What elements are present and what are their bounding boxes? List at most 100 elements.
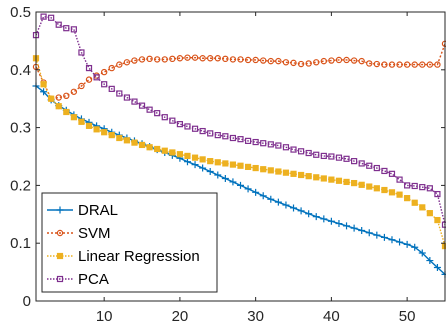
data-point-svm — [381, 61, 388, 68]
data-point-svm — [222, 55, 229, 63]
data-point-dral — [411, 243, 419, 251]
data-point-dral — [396, 238, 404, 246]
data-point-pca — [373, 164, 380, 172]
data-point-linear-regression — [123, 137, 130, 144]
data-point-linear-regression — [290, 170, 297, 177]
data-point-svm — [267, 57, 274, 65]
data-point-dral — [327, 217, 335, 225]
data-point-pca — [78, 49, 85, 56]
data-point-pca — [335, 154, 343, 161]
data-point-linear-regression — [373, 185, 380, 192]
data-point-dral — [237, 181, 244, 189]
data-point-svm — [176, 55, 184, 62]
data-point-pca — [366, 162, 373, 169]
data-point-dral — [40, 88, 48, 96]
data-point-pca — [138, 102, 146, 109]
data-point-linear-regression — [146, 144, 153, 151]
data-point-pca — [297, 148, 305, 155]
data-point-svm — [184, 54, 191, 61]
data-point-linear-regression — [78, 118, 85, 125]
data-point-linear-regression — [351, 179, 358, 187]
y-tick-label: 0 — [23, 293, 31, 310]
data-point-linear-regression — [222, 160, 229, 167]
data-point-svm — [199, 55, 206, 62]
data-point-svm — [403, 61, 411, 68]
data-point-pca — [252, 138, 259, 146]
data-point-dral — [206, 168, 214, 176]
data-point-linear-regression — [252, 164, 259, 172]
data-point-pca — [70, 26, 77, 33]
data-point-linear-regression — [101, 129, 108, 136]
data-point-linear-regression — [131, 139, 138, 146]
data-point-linear-regression — [70, 114, 77, 121]
data-point-dral — [335, 220, 343, 228]
data-point-dral — [380, 233, 388, 241]
data-point-pca — [207, 130, 214, 137]
data-point-linear-regression — [93, 126, 100, 133]
data-point-linear-regression — [176, 151, 184, 158]
data-point-svm — [116, 61, 123, 68]
legend-label: SVM — [78, 225, 111, 242]
data-point-svm — [290, 59, 297, 67]
data-point-dral — [229, 178, 237, 186]
axes-layer: 10 20 30 40 50 0 0.1 0.2 0.3 0.4 0.5 — [10, 4, 445, 325]
x-tick-label: 40 — [323, 308, 340, 325]
data-point-svm — [214, 55, 221, 62]
data-point-pca — [214, 132, 221, 139]
data-point-svm — [146, 55, 153, 63]
data-point-svm — [373, 60, 381, 68]
data-point-dral — [191, 161, 199, 169]
data-point-dral — [373, 231, 381, 239]
data-point-linear-regression — [381, 186, 388, 194]
data-point-dral — [259, 192, 267, 200]
data-point-linear-regression — [55, 103, 62, 110]
data-point-pca — [85, 64, 93, 72]
series-line-pca — [35, 15, 446, 225]
data-point-pca — [131, 98, 138, 105]
data-point-pca — [184, 123, 191, 130]
legend-label: Linear Regression — [78, 248, 200, 265]
y-tick-label: 0.3 — [10, 120, 31, 137]
data-point-pca — [101, 81, 108, 88]
data-point-linear-regression — [40, 81, 47, 88]
data-point-svm — [366, 60, 373, 67]
legend-swatch-marker — [56, 229, 64, 237]
data-point-dral — [252, 188, 260, 196]
data-point-dral — [282, 201, 290, 209]
data-point-pca — [222, 133, 229, 140]
data-point-pca — [411, 182, 418, 190]
data-point-svm — [297, 60, 305, 68]
data-point-linear-regression — [138, 141, 146, 149]
data-point-linear-regression — [48, 95, 55, 102]
data-point-pca — [229, 134, 237, 142]
data-point-pca — [93, 74, 100, 81]
data-point-dral — [426, 257, 434, 265]
data-point-svm — [396, 61, 403, 68]
legend-box — [41, 192, 218, 293]
data-point-dral — [221, 174, 229, 182]
data-point-svm — [244, 56, 252, 64]
data-point-svm — [343, 56, 350, 64]
data-point-dral — [433, 263, 441, 271]
data-point-linear-regression — [214, 159, 221, 166]
data-point-svm — [108, 64, 115, 72]
data-point-linear-regression — [207, 158, 214, 165]
data-point-svm — [328, 57, 335, 64]
data-point-dral — [312, 213, 320, 221]
data-point-pca — [260, 140, 267, 147]
data-point-dral — [358, 226, 366, 234]
data-point-linear-regression — [244, 163, 252, 171]
data-point-linear-regression — [282, 169, 290, 176]
data-point-linear-regression — [260, 166, 267, 173]
data-point-dral — [350, 224, 358, 232]
data-point-linear-regression — [305, 173, 312, 180]
data-point-svm — [358, 57, 365, 65]
data-point-svm — [100, 68, 108, 76]
data-point-pca — [244, 137, 252, 144]
data-point-pca — [358, 160, 365, 167]
data-point-svm — [252, 56, 259, 64]
series-svm — [32, 40, 446, 102]
data-point-pca — [63, 25, 70, 32]
data-point-pca — [161, 114, 168, 121]
y-tick-label: 0.4 — [10, 62, 31, 79]
